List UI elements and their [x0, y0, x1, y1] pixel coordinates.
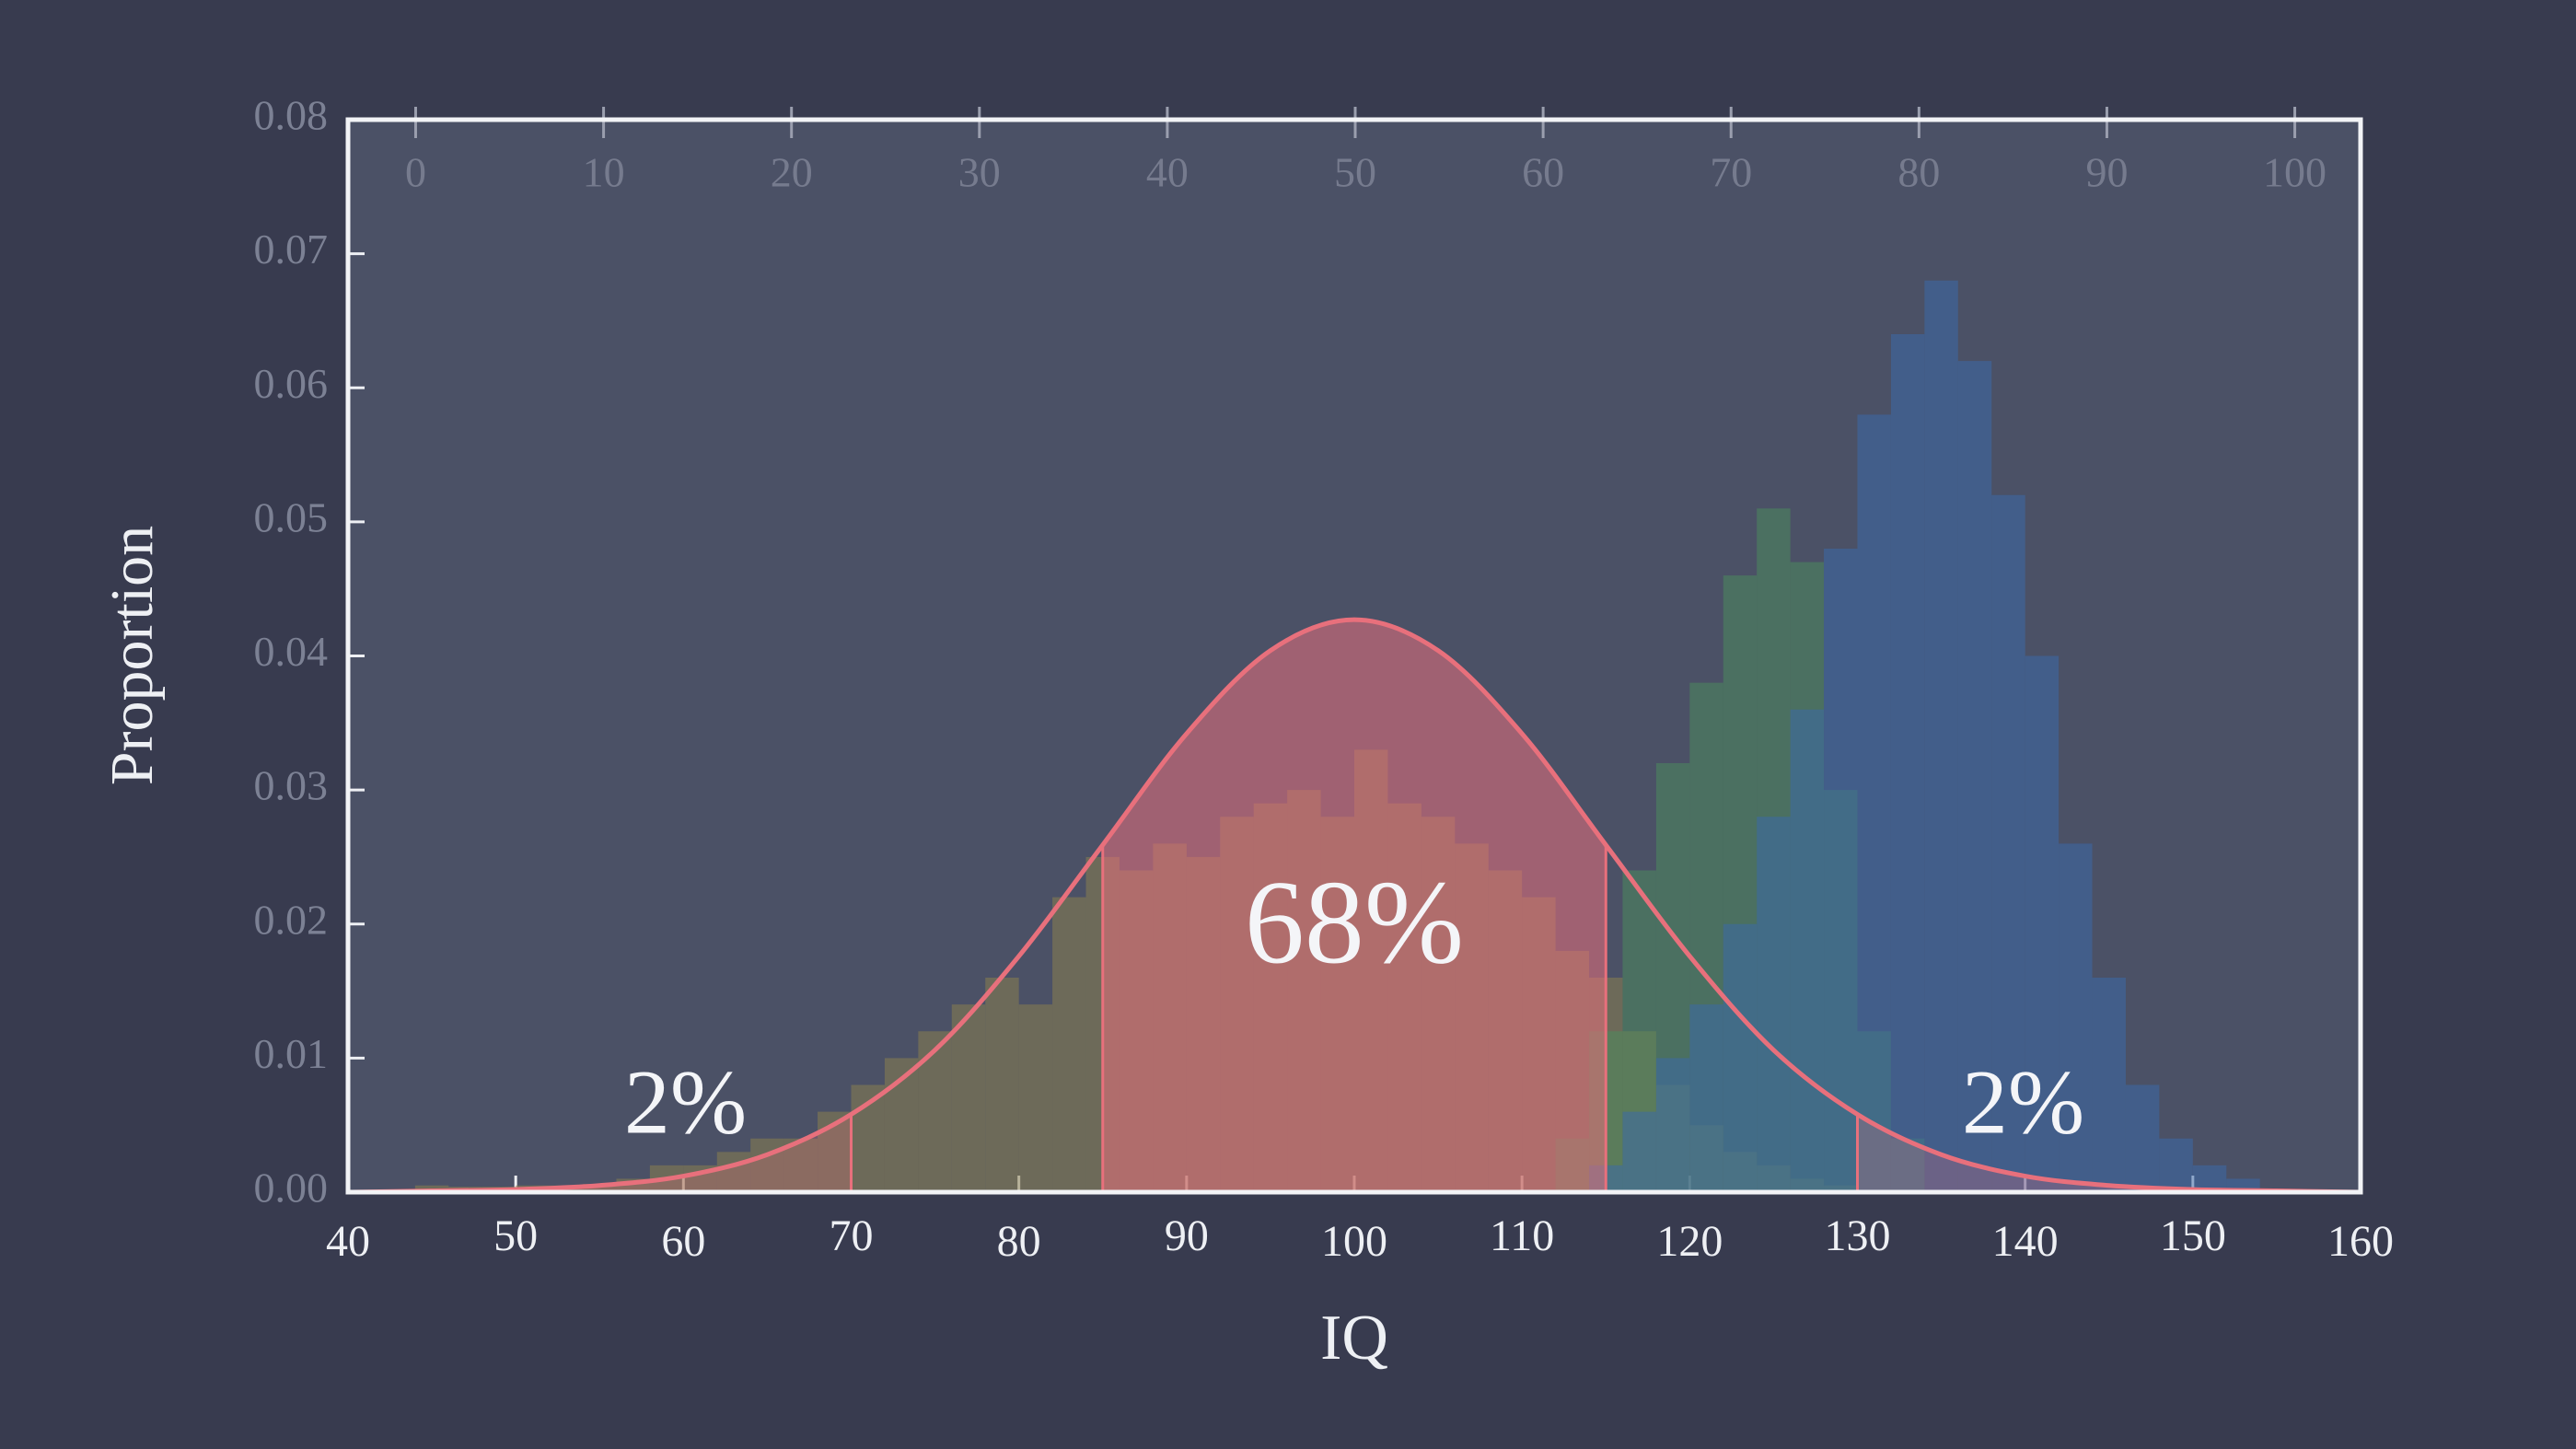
histogram-bar: [1991, 494, 2025, 1192]
histogram-bar: [2025, 655, 2060, 1192]
histogram-bar: [1622, 1111, 1656, 1192]
x-tick-label: 130: [1825, 1211, 1891, 1260]
histogram-bar: [1924, 280, 1958, 1192]
x2-tick-label: 0: [405, 149, 426, 196]
x-tick-label: 70: [830, 1211, 874, 1260]
x-tick-label: 150: [2160, 1211, 2226, 1260]
x2-tick-label: 80: [1897, 149, 1940, 196]
y-tick-label: 0.03: [254, 762, 329, 809]
x-tick-label: 90: [1165, 1211, 1209, 1260]
histogram-bar: [2059, 843, 2093, 1192]
y-tick-label: 0.01: [254, 1030, 329, 1077]
region-fill: [1857, 1114, 2361, 1192]
histogram-bar: [2125, 1084, 2160, 1192]
plot-frame: [345, 117, 2363, 1195]
x2-tick-label: 60: [1522, 149, 1564, 196]
x-tick-label: 100: [1321, 1217, 1387, 1266]
x2-tick-label: 30: [958, 149, 1001, 196]
curve: [347, 617, 2361, 1195]
x-tick-label: 120: [1656, 1217, 1723, 1266]
histogram-bar: [1723, 923, 1758, 1192]
histogram-bar: [2092, 978, 2126, 1192]
histogram-bar: [1957, 361, 1992, 1192]
region-label: 68%: [1245, 856, 1464, 989]
histogram-bar: [985, 978, 1019, 1192]
x2-tick-label: 70: [1710, 149, 1752, 196]
x2-tick-label: 40: [1146, 149, 1189, 196]
y-tick-label: 0.05: [254, 493, 329, 540]
x-tick-label: 110: [1490, 1211, 1554, 1260]
histogram-bar: [1018, 1004, 1053, 1192]
x-tick-label: 40: [326, 1217, 370, 1266]
histogram-bar: [716, 1152, 751, 1192]
histogram-bar: [2159, 1138, 2193, 1192]
x-tick-label: 140: [1992, 1217, 2059, 1266]
x2-tick-label: 90: [2085, 149, 2128, 196]
y-tick-label: 0.06: [254, 360, 329, 407]
x2-tick-label: 50: [1334, 149, 1376, 196]
x-tick-label: 50: [493, 1211, 538, 1260]
histogram-bar: [1857, 414, 1891, 1192]
region-label: 2%: [1962, 1051, 2084, 1153]
histogram-bar: [750, 1138, 784, 1192]
histogram-bar: [1757, 817, 1791, 1192]
x2-tick-label: 10: [583, 149, 625, 196]
y-tick-label: 0.02: [254, 896, 329, 943]
histogram-bar: [951, 1004, 986, 1192]
histogram-bar: [1052, 897, 1086, 1192]
histogram-bar: [1824, 549, 1858, 1192]
y-tick-label: 0.07: [254, 226, 329, 272]
x-tick-label: 160: [2327, 1217, 2394, 1266]
region-fill: [1102, 620, 1607, 1192]
y-tick-label: 0.08: [254, 92, 329, 139]
x-axis-label: IQ: [1320, 1303, 1388, 1374]
histogram-bar: [1655, 1058, 1690, 1192]
x2-tick-label: 20: [771, 149, 813, 196]
y-tick-label: 0.04: [254, 628, 329, 675]
y-axis-label: Proportion: [99, 526, 166, 785]
x-tick-label: 80: [997, 1217, 1041, 1266]
x-tick-label: 60: [661, 1217, 705, 1266]
x2-tick-label: 100: [2263, 149, 2327, 196]
y-tick-label: 0.00: [254, 1165, 329, 1211]
histogram-bar: [1790, 709, 1825, 1192]
region-fill: [348, 1114, 852, 1192]
region-label: 2%: [624, 1051, 747, 1153]
histogram-bar: [918, 1031, 952, 1192]
histogram-bar: [583, 1184, 617, 1192]
histogram-bar: [1689, 1004, 1723, 1192]
histogram-bar: [1890, 334, 1925, 1192]
